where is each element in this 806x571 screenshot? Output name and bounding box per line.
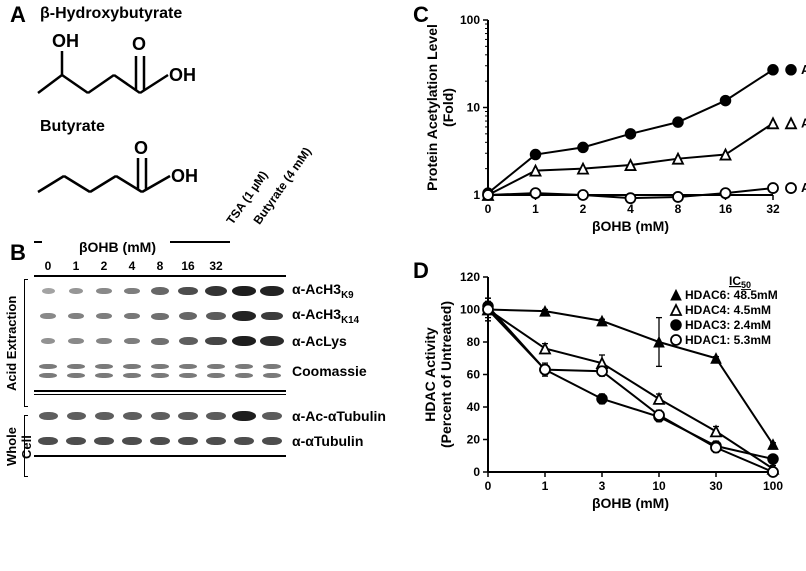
- svg-text:OH: OH: [169, 65, 196, 85]
- svg-text:HDAC4: 4.5mM: HDAC4: 4.5mM: [685, 303, 771, 317]
- b-conc-tick: 4: [118, 259, 146, 273]
- svg-text:O: O: [134, 138, 148, 158]
- svg-text:80: 80: [467, 335, 481, 349]
- blot-row: Coomassie: [34, 355, 386, 387]
- b-header: βOHB (mM): [79, 239, 156, 255]
- b-conc-tick: 1: [62, 259, 90, 273]
- svg-text:βOHB (mM): βOHB (mM): [592, 495, 669, 511]
- svg-text:1: 1: [542, 479, 549, 493]
- svg-text:HDAC3: 2.4mM: HDAC3: 2.4mM: [685, 318, 771, 332]
- b-conc-tick: 32: [202, 259, 230, 273]
- svg-text:120: 120: [460, 270, 480, 284]
- b-conc-tick: 8: [146, 259, 174, 273]
- bhb-structure: OH O OH: [28, 23, 228, 109]
- svg-text:8: 8: [675, 202, 682, 216]
- blot-label: α-AcH3K9: [292, 281, 354, 301]
- svg-text:O: O: [132, 34, 146, 54]
- svg-text:βOHB (mM): βOHB (mM): [592, 218, 669, 234]
- svg-text:3: 3: [599, 479, 606, 493]
- svg-text:10: 10: [652, 479, 666, 493]
- svg-text:16: 16: [719, 202, 733, 216]
- panel-b-label: B: [10, 240, 26, 266]
- svg-text:AcH3K9: AcH3K9: [801, 62, 806, 79]
- compound2-name: Butyrate: [40, 118, 260, 136]
- svg-text:1: 1: [473, 188, 480, 202]
- side-whole: Whole Cell: [4, 419, 34, 475]
- blot-row: α-AcH3K14: [34, 305, 386, 327]
- svg-text:100: 100: [460, 13, 480, 27]
- panel-c: 012481632110100AcH3K9AcH3K14AcTubK40βOHB…: [408, 5, 798, 245]
- svg-text:HDAC Activity(Percent of Untre: HDAC Activity(Percent of Untreated): [422, 301, 454, 448]
- b-conc-tick: 2: [90, 259, 118, 273]
- b-conc-tick: 0: [34, 259, 62, 273]
- blot-label: α-Ac-αTubulin: [292, 408, 386, 424]
- svg-text:30: 30: [709, 479, 723, 493]
- svg-text:32: 32: [766, 202, 780, 216]
- svg-text:0: 0: [485, 202, 492, 216]
- blot-label: α-AcH3K14: [292, 306, 359, 326]
- svg-text:4: 4: [627, 202, 634, 216]
- svg-text:HDAC1: 5.3mM: HDAC1: 5.3mM: [685, 333, 771, 347]
- blot-label: α-αTubulin: [292, 433, 363, 449]
- svg-text:20: 20: [467, 433, 481, 447]
- panel-a: β-Hydroxybutyrate OH O OH Butyrate O OH: [10, 5, 260, 213]
- svg-text:0: 0: [473, 465, 480, 479]
- svg-text:100: 100: [460, 303, 480, 317]
- svg-text:40: 40: [467, 400, 481, 414]
- svg-text:0: 0: [485, 479, 492, 493]
- svg-text:2: 2: [580, 202, 587, 216]
- svg-text:1: 1: [532, 202, 539, 216]
- svg-text:HDAC6: 48.5mM: HDAC6: 48.5mM: [685, 288, 778, 302]
- blot-row: α-AcH3K9: [34, 280, 386, 302]
- svg-text:AcH3K14: AcH3K14: [801, 115, 806, 132]
- svg-text:OH: OH: [171, 166, 198, 186]
- blot-label: α-AcLys: [292, 333, 347, 349]
- blot-label: Coomassie: [292, 363, 367, 379]
- butyrate-structure: O OH: [28, 136, 228, 208]
- blot-row: α-AcLys: [34, 330, 386, 352]
- blot-row: α-αTubulin: [34, 430, 386, 452]
- svg-text:Protein Acetylation Level(Fold: Protein Acetylation Level(Fold): [424, 24, 456, 191]
- compound1-name: β-Hydroxybutyrate: [40, 5, 260, 23]
- svg-text:60: 60: [467, 368, 481, 382]
- panel-d: 0131030100020406080100120IC50HDAC6: 48.5…: [408, 262, 798, 562]
- svg-text:100: 100: [763, 479, 783, 493]
- svg-text:OH: OH: [52, 31, 79, 51]
- blot-row: α-Ac-αTubulin: [34, 405, 386, 427]
- b-conc-tick: 16: [174, 259, 202, 273]
- svg-text:AcTubK40: AcTubK40: [801, 180, 806, 197]
- svg-text:10: 10: [467, 101, 481, 115]
- side-acid: Acid Extraction: [4, 283, 19, 403]
